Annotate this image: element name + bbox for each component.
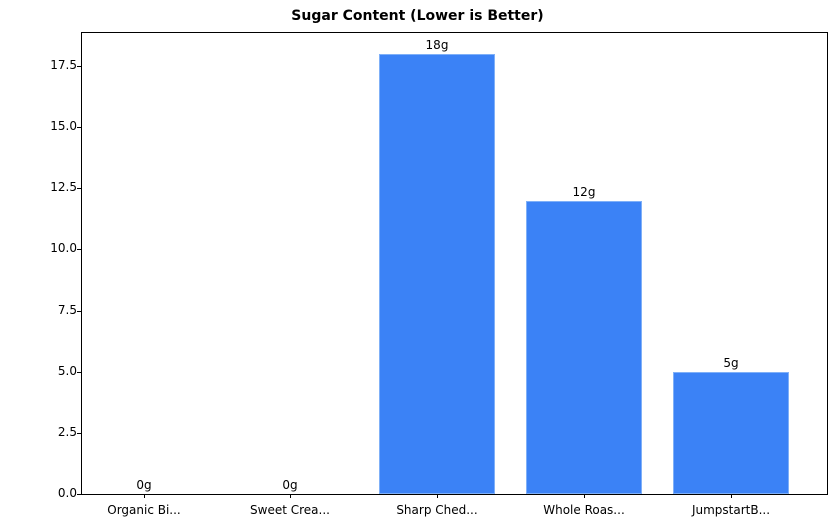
x-tick-label: Sweet Crea... bbox=[250, 503, 330, 517]
y-tick-label: 5.0 bbox=[57, 363, 77, 378]
x-tick-label: JumpstartB... bbox=[691, 503, 771, 517]
x-tick-label: Sharp Ched... bbox=[396, 503, 478, 517]
bar-value-label: 12g bbox=[572, 184, 596, 199]
bar-value-label: 0g bbox=[282, 478, 298, 492]
x-tick-mark bbox=[437, 494, 438, 498]
y-tick-label: 17.5 bbox=[50, 58, 77, 72]
chart-title: Sugar Content (Lower is Better) bbox=[291, 8, 544, 24]
y-tick-mark bbox=[77, 494, 81, 495]
plot-area bbox=[81, 32, 828, 495]
y-tick-mark bbox=[77, 127, 81, 129]
bar bbox=[379, 53, 495, 494]
x-tick-mark bbox=[290, 494, 291, 498]
x-tick-mark bbox=[731, 494, 732, 498]
y-tick-label: 2.5 bbox=[57, 424, 77, 439]
y-tick-mark bbox=[77, 66, 81, 67]
y-tick-label: 10.0 bbox=[50, 241, 77, 256]
x-tick-label: Organic Bi... bbox=[107, 503, 181, 517]
bar bbox=[673, 371, 789, 494]
y-tick-label: 7.5 bbox=[57, 302, 77, 317]
x-tick-mark bbox=[584, 494, 585, 498]
bar-value-label: 5g bbox=[723, 355, 739, 370]
y-tick-label: 15.0 bbox=[50, 119, 77, 134]
y-tick-mark bbox=[77, 188, 81, 190]
y-tick-label: 12.5 bbox=[50, 180, 77, 195]
bar bbox=[526, 200, 642, 494]
bar-value-label: 0g bbox=[136, 478, 152, 492]
bar-value-label: 18g bbox=[425, 37, 449, 52]
y-tick-label: 0.0 bbox=[57, 486, 77, 500]
x-tick-mark bbox=[144, 494, 145, 498]
y-tick-mark bbox=[77, 310, 81, 312]
y-tick-mark bbox=[77, 371, 81, 373]
x-tick-label: Whole Roas... bbox=[543, 503, 625, 517]
y-tick-mark bbox=[77, 249, 81, 251]
y-tick-mark bbox=[77, 432, 81, 434]
